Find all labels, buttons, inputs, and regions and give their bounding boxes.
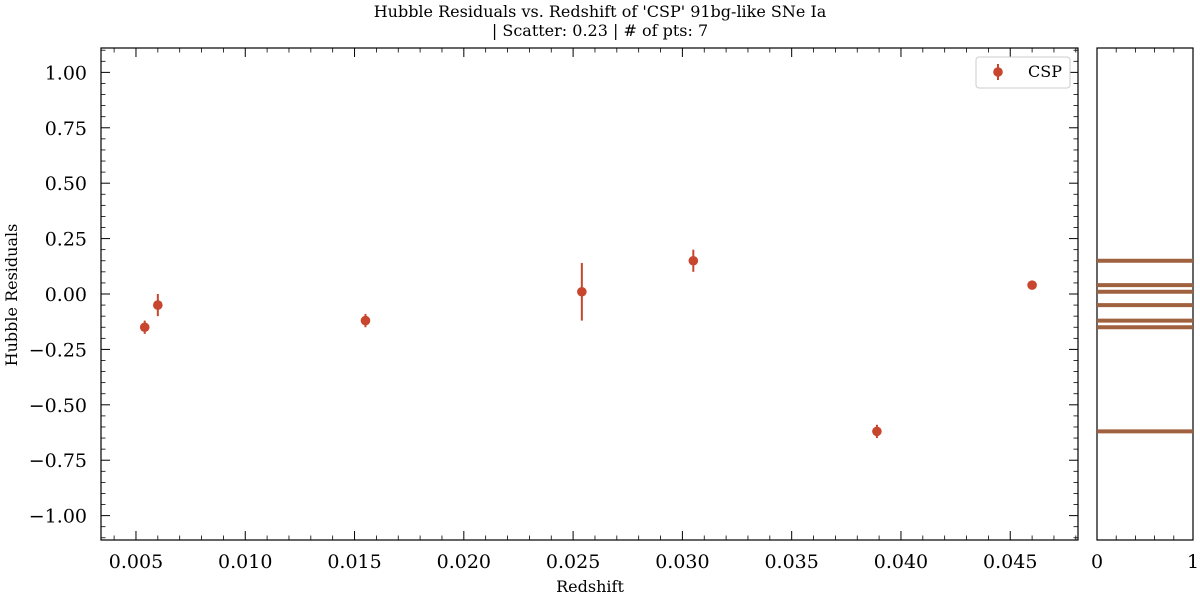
- data-point: [153, 300, 163, 310]
- x-tick-label: 0.010: [218, 551, 272, 573]
- main-plot: 0.005 0.010 0.015 0.020 0.025 0.030 0.035 0.040…: [29, 47, 1079, 573]
- y-tick-label: 0.25: [45, 229, 87, 251]
- x-axis-label: Redshift: [556, 577, 624, 596]
- data-point: [577, 286, 587, 297]
- data-point: [360, 315, 371, 326]
- x-tick-label: 0.025: [546, 551, 600, 573]
- data-point: [688, 255, 699, 266]
- x-tick-label: 0.030: [655, 551, 709, 573]
- x-tick-label: 0.020: [437, 551, 491, 573]
- y-tick-label: 1.00: [45, 62, 87, 84]
- side-frame: [1096, 47, 1194, 541]
- legend-label-csp: CSP: [1028, 62, 1062, 81]
- data-point: [872, 426, 882, 437]
- y-tick-label: −0.75: [29, 450, 87, 472]
- y-tick-label: −0.25: [29, 339, 87, 361]
- y-tick-label: −0.50: [29, 395, 87, 417]
- x-tick-label: 0.040: [874, 551, 928, 573]
- side-x-tick-label: 0: [1091, 551, 1103, 573]
- chart-title: Hubble Residuals vs. Redshift of 'CSP' 9…: [373, 2, 827, 21]
- x-tick-label: 0.005: [109, 551, 163, 573]
- legend: CSP: [975, 56, 1071, 89]
- x-tick-label: 0.045: [983, 551, 1037, 573]
- y-tick-label: −1.00: [29, 506, 87, 528]
- y-tick-label: 0.00: [45, 284, 87, 306]
- y-axis-label: Hubble Residuals: [2, 224, 21, 367]
- y-tick-label: 0.50: [45, 173, 87, 195]
- legend-point-icon: [993, 67, 1003, 77]
- side-x-tick-label: 1: [1187, 551, 1199, 573]
- y-tick-label: 0.75: [45, 118, 87, 140]
- legend-box: [975, 56, 1071, 89]
- x-tick-label: 0.015: [327, 551, 381, 573]
- data-point: [1027, 280, 1037, 290]
- x-tick-label: 0.035: [764, 551, 818, 573]
- plot-frame: [100, 47, 1079, 541]
- legend-marker: [993, 64, 1003, 80]
- chart-subtitle: | Scatter: 0.23 | # of pts: 7: [491, 21, 709, 40]
- data-point: [139, 322, 150, 333]
